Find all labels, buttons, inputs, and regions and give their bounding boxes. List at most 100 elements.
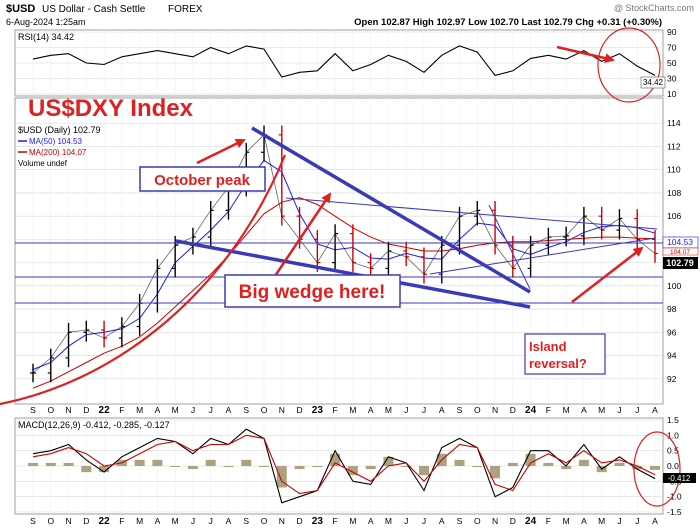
x-tick-label: A — [581, 516, 587, 526]
x-tick-label: J — [404, 405, 408, 415]
x-tick-label: A — [368, 516, 374, 526]
x-tick-label: 24 — [525, 405, 537, 416]
x-tick-label: D — [510, 405, 516, 415]
macd-histogram-bar — [365, 466, 376, 470]
macd-tick-label: 1.0 — [667, 430, 679, 440]
x-tick-label: A — [226, 405, 232, 415]
x-tick-label: A — [581, 405, 587, 415]
macd-histogram-bar — [543, 462, 554, 466]
x-tick-label: M — [349, 405, 356, 415]
price-tick-label: 108 — [667, 188, 681, 198]
x-tick-label: 22 — [99, 405, 111, 416]
price-tick-label: 100 — [667, 281, 681, 291]
x-tick-label: A — [439, 516, 445, 526]
macd-value-tag-text: -0.412 — [668, 474, 691, 483]
upper-resistance-line — [285, 197, 658, 230]
x-tick-label: F — [333, 405, 338, 415]
ma200-line — [32, 197, 656, 389]
macd-circle — [633, 431, 681, 507]
macd-histogram-bar — [63, 462, 74, 466]
macd-histogram-bar — [134, 459, 145, 466]
macd-histogram-bar — [170, 466, 181, 467]
x-tick-label: O — [474, 405, 481, 415]
macd-histogram-bar — [28, 462, 38, 466]
rsi-tick-labels: 90 70 50 30 10 — [667, 27, 677, 99]
x-tick-label: J — [209, 516, 213, 526]
x-tick-label: J — [191, 516, 195, 526]
x-tick-label: A — [155, 405, 161, 415]
x-tick-label: 23 — [312, 516, 324, 527]
macd-histogram-bar — [241, 459, 252, 466]
x-tick-label: J — [635, 516, 639, 526]
x-tick-label: 24 — [525, 516, 537, 527]
macd-signal-line — [32, 434, 656, 495]
island-reversal-arrow — [571, 246, 644, 303]
header-exchange: FOREX — [168, 4, 203, 15]
rsi-series — [32, 45, 656, 78]
x-tick-label: J — [635, 405, 639, 415]
macd-histogram-bar — [507, 462, 518, 466]
x-tick-label: F — [546, 516, 551, 526]
x-tick-label: D — [83, 516, 89, 526]
macd-tick-label: 1.5 — [667, 415, 679, 425]
x-tick-label: F — [546, 405, 551, 415]
x-tick-label: M — [598, 405, 605, 415]
price-tick-label: 92 — [667, 374, 677, 384]
x-tick-label: J — [422, 516, 426, 526]
macd-histogram-bar — [259, 466, 270, 467]
macd-histogram-bar — [223, 466, 234, 467]
x-tick-label: A — [439, 405, 445, 415]
rsi-label: RSI(14) 34.42 — [18, 32, 74, 42]
x-tick-label: M — [385, 516, 392, 526]
x-tick-label: M — [172, 516, 179, 526]
price-tick-label: 94 — [667, 351, 677, 361]
header-quote: Open 102.87 High 102.97 Low 102.70 Last … — [354, 17, 662, 28]
macd-histogram-bar — [454, 459, 465, 466]
big-wedge-box — [224, 274, 401, 308]
trendlines — [15, 126, 663, 309]
macd-line — [32, 428, 656, 504]
macd-histogram-bar — [294, 466, 305, 470]
macd-series — [32, 428, 656, 504]
macd-histogram-bar — [276, 466, 287, 488]
price-tick-label: 98 — [667, 304, 677, 314]
macd-histogram-bar — [418, 466, 429, 476]
macd-histogram-bar — [312, 466, 323, 467]
rsi-arrow — [556, 45, 615, 64]
macd-histogram-bar — [614, 462, 625, 466]
price-line — [32, 134, 656, 374]
rsi-value-tag-text: 34.42 — [643, 78, 664, 87]
big-wedge-label: Big wedge here! — [239, 282, 386, 303]
price-tick-label: 96 — [667, 327, 677, 337]
price-tick-label: 112 — [667, 141, 681, 151]
x-tick-label: F — [119, 516, 124, 526]
x-tick-label: S — [457, 516, 463, 526]
x-tick-label: D — [83, 405, 89, 415]
ma50-tag-text: 104.53 — [667, 237, 693, 247]
rsi-tick-label: 70 — [667, 43, 677, 53]
x-tick-label: M — [172, 405, 179, 415]
rsi-tick-label: 90 — [667, 27, 677, 37]
x-tick-label: O — [261, 516, 268, 526]
x-tick-label: J — [191, 405, 195, 415]
macd-histogram-bar — [45, 462, 56, 466]
rsi-gridlines — [15, 30, 663, 96]
macd-histogram-bar — [81, 466, 92, 473]
x-tick-label: N — [65, 405, 71, 415]
macd-tick-label: 0.5 — [667, 446, 679, 456]
macd-histogram-bar — [99, 466, 110, 473]
x-tick-label: J — [404, 516, 408, 526]
wedge-arrow-up — [267, 192, 332, 286]
legend-ma200: MA(200) 104.07 — [29, 148, 87, 157]
x-tick-label: O — [47, 405, 54, 415]
x-tick-label: M — [136, 405, 143, 415]
header-symbol: $USD — [6, 3, 35, 15]
macd-label: MACD(12,26,9) -0.412, -0.285, -0.127 — [18, 420, 170, 430]
x-tick-label: S — [243, 405, 249, 415]
x-tick-label: A — [368, 405, 374, 415]
macd-value-tag — [663, 473, 696, 483]
x-tick-label: A — [226, 516, 232, 526]
header-name: US Dollar - Cash Settle — [42, 4, 146, 15]
